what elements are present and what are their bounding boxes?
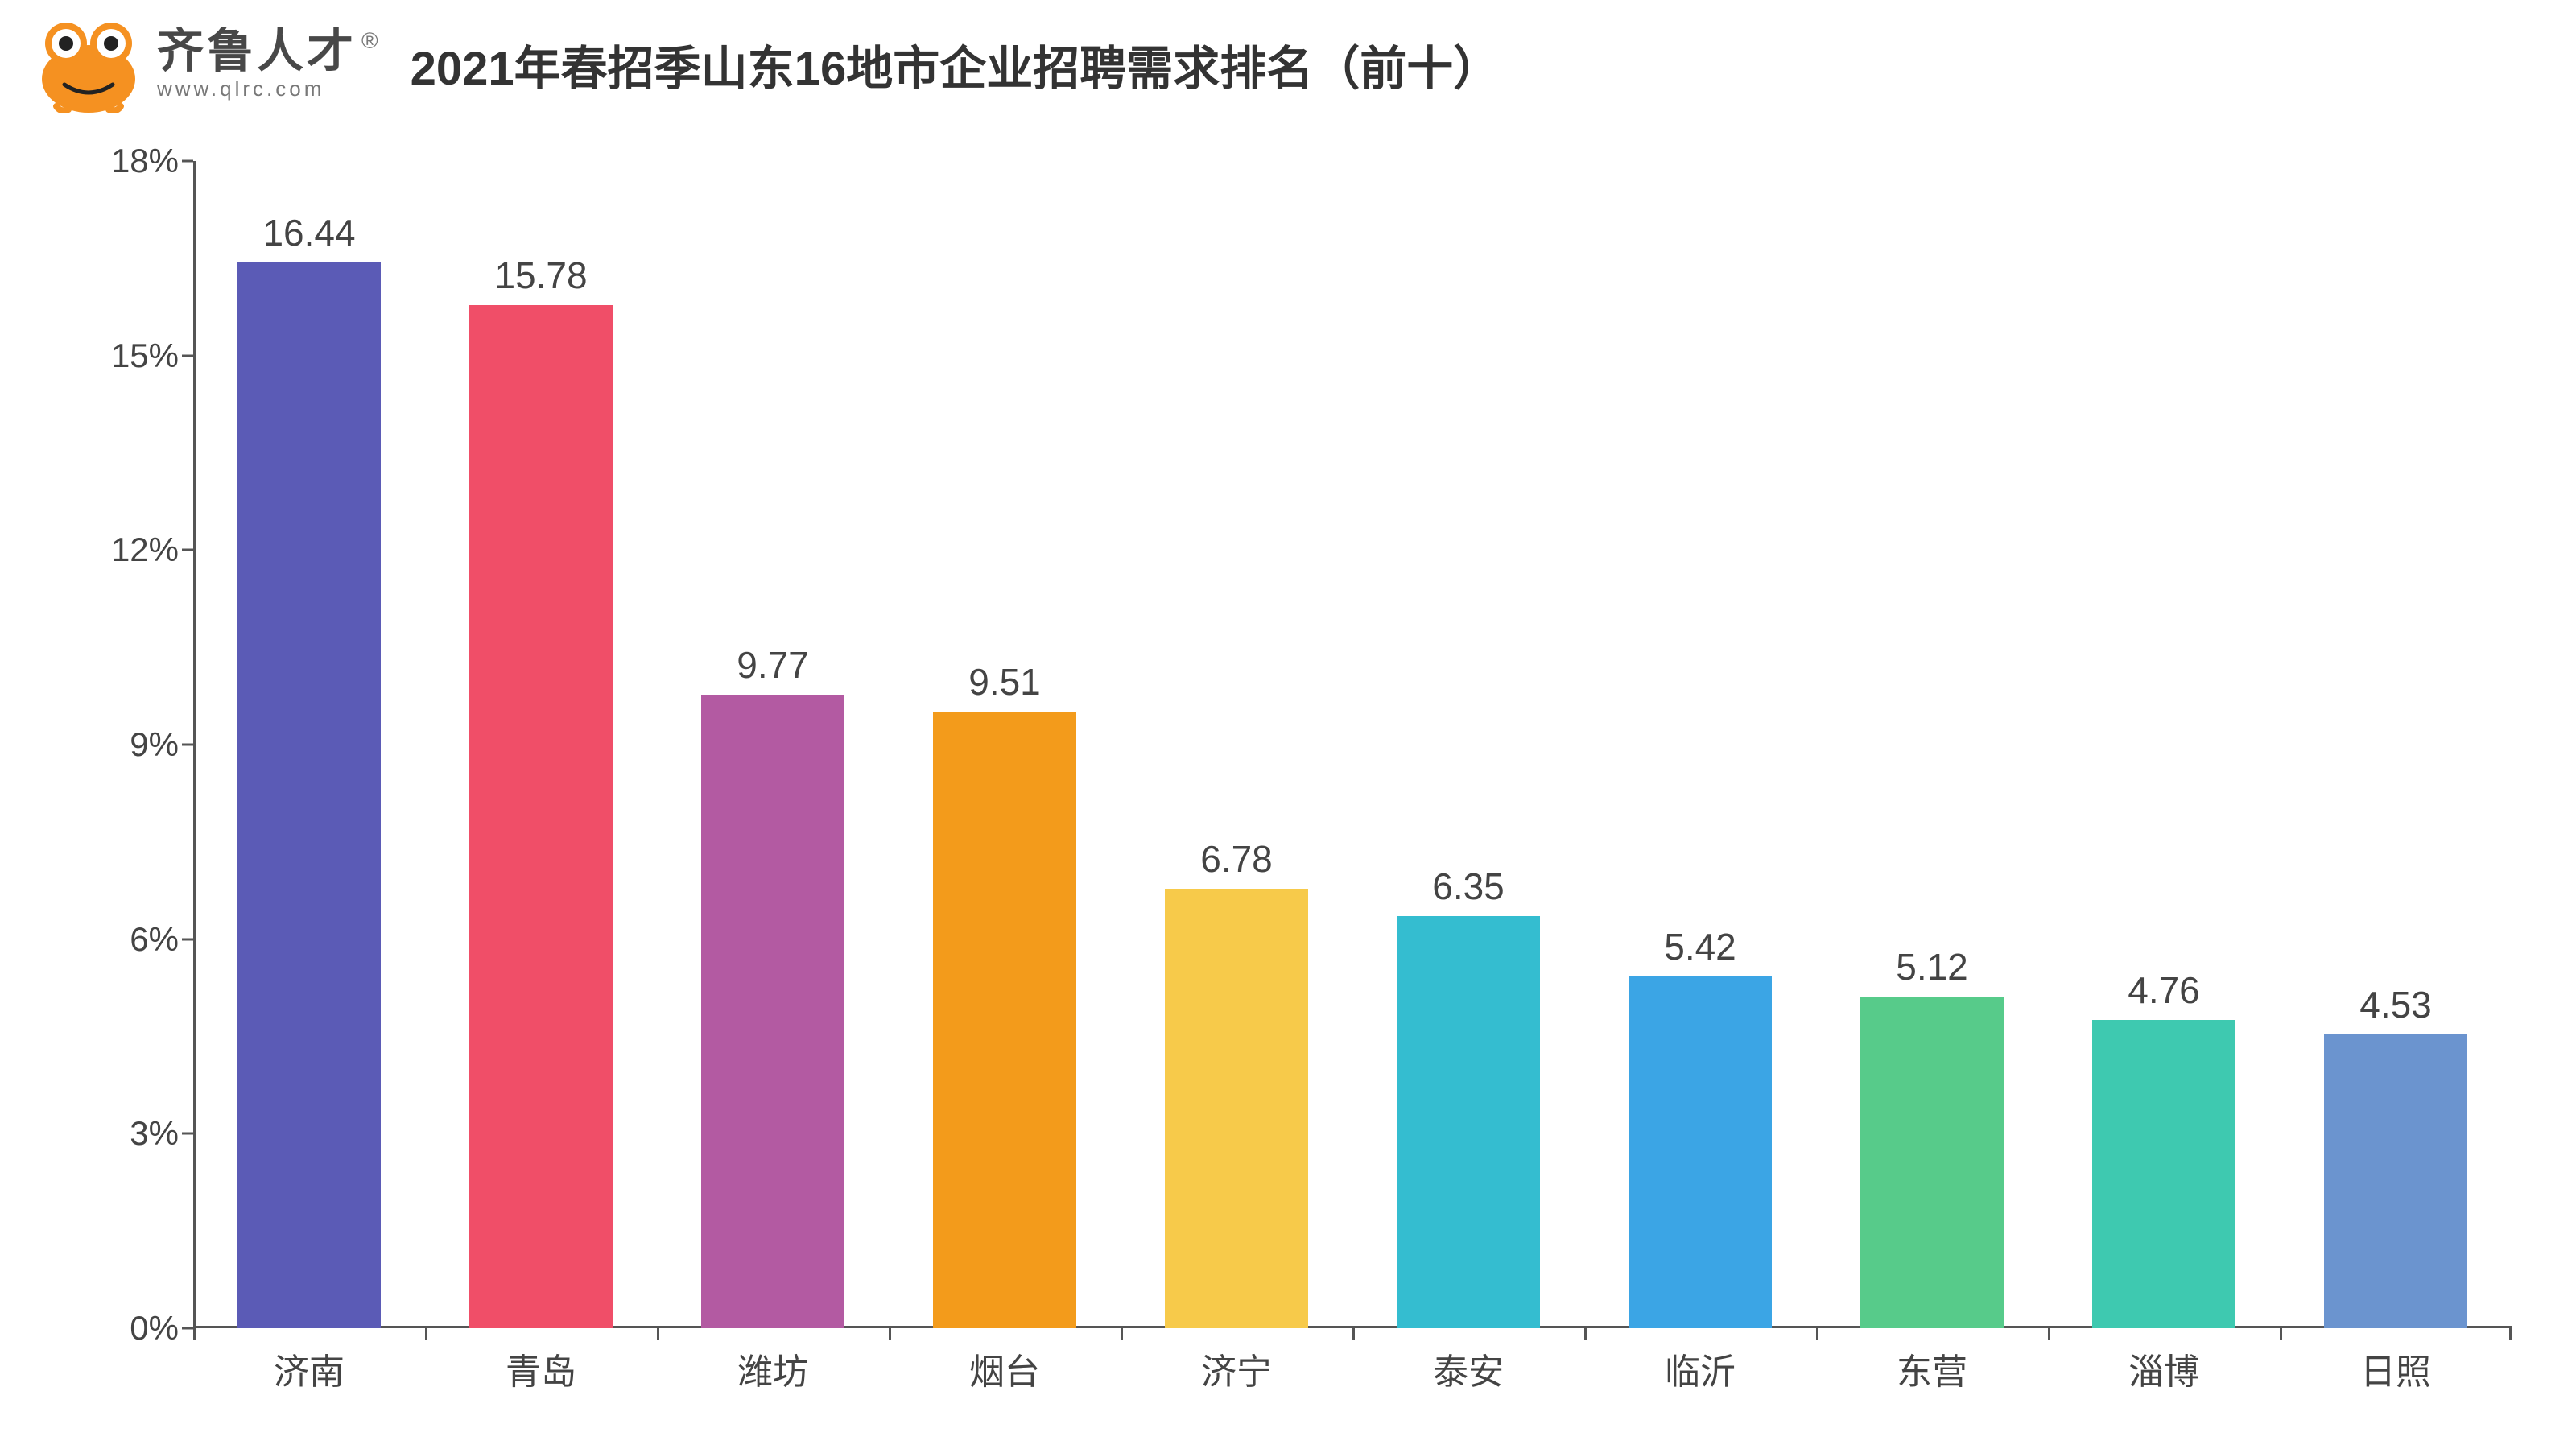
- x-tick-label: 济宁: [1121, 1328, 1352, 1401]
- bar-rect: [1860, 997, 2004, 1328]
- brand-logo: 齐鲁人才® www.qlrc.com: [32, 16, 378, 113]
- bar-rect: [1629, 976, 1773, 1328]
- bar-value-label: 6.35: [1432, 865, 1505, 908]
- bar-rect: [1397, 916, 1541, 1328]
- bar-value-label: 4.53: [2359, 983, 2432, 1026]
- bar-rect: [237, 262, 382, 1328]
- x-tick-label: 日照: [2280, 1328, 2512, 1401]
- bar-value-label: 9.77: [737, 643, 809, 687]
- bar-slot: 9.77: [657, 161, 889, 1328]
- bar-chart: 0%3%6%9%12%15%18% 16.4415.789.779.516.78…: [97, 161, 2528, 1401]
- x-tick-mark: [193, 1328, 196, 1340]
- x-axis-labels: 济南青岛潍坊烟台济宁泰安临沂东营淄博日照: [193, 1328, 2512, 1401]
- bar-value-label: 9.51: [968, 660, 1041, 704]
- bar-value-label: 6.78: [1200, 837, 1273, 881]
- x-tick-label: 青岛: [425, 1328, 657, 1401]
- y-tick-label: 0%: [130, 1309, 179, 1348]
- bar-slot: 4.53: [2280, 161, 2512, 1328]
- y-tick-label: 9%: [130, 725, 179, 764]
- bar-value-label: 5.42: [1664, 925, 1736, 968]
- y-tick-label: 18%: [111, 142, 179, 180]
- x-tick-mark: [657, 1328, 659, 1340]
- bar-slot: 6.78: [1121, 161, 1352, 1328]
- bar-rect: [701, 695, 845, 1328]
- bar-slot: 15.78: [425, 161, 657, 1328]
- bar-rect: [2092, 1020, 2236, 1328]
- y-axis: 0%3%6%9%12%15%18%: [97, 161, 193, 1328]
- x-tick-label: 临沂: [1584, 1328, 1816, 1401]
- y-tick-mark: [182, 744, 193, 746]
- bar-slot: 5.42: [1584, 161, 1816, 1328]
- x-tick-label: 济南: [193, 1328, 425, 1401]
- trademark-symbol: ®: [361, 28, 378, 53]
- bar-rect: [933, 712, 1077, 1328]
- bar-rect: [1165, 889, 1309, 1328]
- bar-rect: [469, 305, 613, 1328]
- x-tick-mark: [2048, 1328, 2050, 1340]
- y-tick-label: 6%: [130, 920, 179, 959]
- x-tick-mark: [889, 1328, 891, 1340]
- x-tick-label: 烟台: [889, 1328, 1121, 1401]
- y-tick-mark: [182, 549, 193, 551]
- x-tick-mark: [2280, 1328, 2282, 1340]
- x-tick-mark: [425, 1328, 427, 1340]
- x-tick-mark: [1121, 1328, 1123, 1340]
- header: 齐鲁人才® www.qlrc.com 2021年春招季山东16地市企业招聘需求排…: [32, 16, 2544, 113]
- bar-rect: [2324, 1034, 2468, 1328]
- logo-url-text: www.qlrc.com: [157, 76, 378, 101]
- bar-value-label: 4.76: [2128, 968, 2200, 1012]
- y-tick-label: 12%: [111, 530, 179, 569]
- bar-value-label: 16.44: [262, 211, 355, 254]
- y-tick-mark: [182, 1133, 193, 1135]
- y-tick-label: 15%: [111, 336, 179, 375]
- x-tick-label: 淄博: [2048, 1328, 2280, 1401]
- x-tick-label: 泰安: [1352, 1328, 1584, 1401]
- bar-value-label: 5.12: [1896, 945, 1968, 989]
- y-tick-label: 3%: [130, 1114, 179, 1153]
- logo-cn-text: 齐鲁人才: [157, 25, 357, 77]
- bars-container: 16.44 15.78 9.77 9.51 6.78 6.35 5.42 5.12 4.76 4.…: [193, 161, 2512, 1328]
- bar-slot: 9.51: [889, 161, 1121, 1328]
- y-tick-mark: [182, 1327, 193, 1330]
- y-tick-mark: [182, 160, 193, 163]
- y-tick-mark: [182, 938, 193, 940]
- y-tick-mark: [182, 354, 193, 357]
- x-tick-mark: [1352, 1328, 1355, 1340]
- logo-text-block: 齐鲁人才® www.qlrc.com: [157, 28, 378, 101]
- frog-icon: [32, 16, 145, 113]
- x-tick-label: 东营: [1816, 1328, 2048, 1401]
- bar-slot: 16.44: [193, 161, 425, 1328]
- chart-title: 2021年春招季山东16地市企业招聘需求排名（前十）: [411, 31, 1501, 98]
- x-tick-label: 潍坊: [657, 1328, 889, 1401]
- bar-slot: 5.12: [1816, 161, 2048, 1328]
- bar-slot: 4.76: [2048, 161, 2280, 1328]
- plot-area: 16.44 15.78 9.77 9.51 6.78 6.35 5.42 5.12 4.76 4.…: [193, 161, 2512, 1328]
- bar-slot: 6.35: [1352, 161, 1584, 1328]
- x-tick-mark: [2509, 1328, 2512, 1340]
- x-tick-mark: [1584, 1328, 1587, 1340]
- bar-value-label: 15.78: [494, 254, 587, 297]
- x-tick-mark: [1816, 1328, 1818, 1340]
